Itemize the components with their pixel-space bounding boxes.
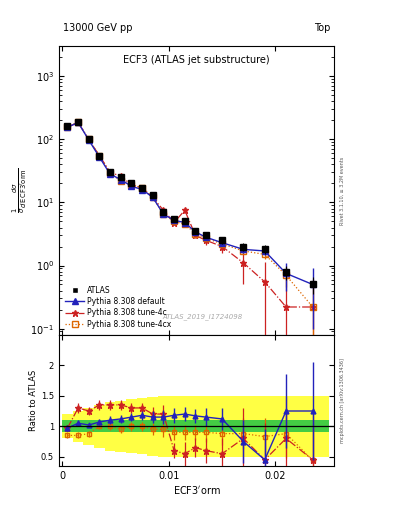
Y-axis label: Ratio to ATLAS: Ratio to ATLAS [29,370,38,431]
Legend: ATLAS, Pythia 8.308 default, Pythia 8.308 tune-4c, Pythia 8.308 tune-4cx: ATLAS, Pythia 8.308 default, Pythia 8.30… [63,284,174,331]
Text: Top: Top [314,23,330,33]
Text: 13000 GeV pp: 13000 GeV pp [63,23,132,33]
Y-axis label: $\frac{1}{\sigma}\frac{d\sigma}{d\,\mathrm{ECF3^{\prime}orm}}$: $\frac{1}{\sigma}\frac{d\sigma}{d\,\math… [11,167,29,213]
Text: ATLAS_2019_I1724098: ATLAS_2019_I1724098 [162,313,242,321]
Text: mcplots.cern.ch [arXiv:1306.3436]: mcplots.cern.ch [arXiv:1306.3436] [340,358,345,443]
Text: Rivet 3.1.10, ≥ 3.2M events: Rivet 3.1.10, ≥ 3.2M events [340,156,345,225]
Text: ECF3 (ATLAS jet substructure): ECF3 (ATLAS jet substructure) [123,55,270,65]
X-axis label: ECF3$^{\prime}$orm: ECF3$^{\prime}$orm [173,483,220,496]
